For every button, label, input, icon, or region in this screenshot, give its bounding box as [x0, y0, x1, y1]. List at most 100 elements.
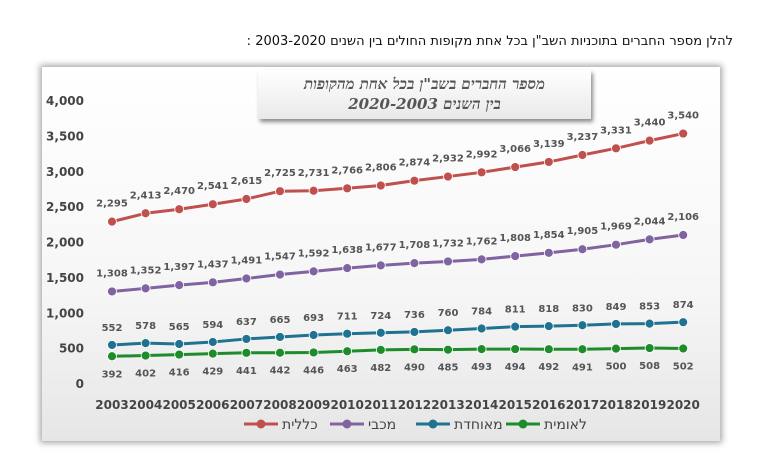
data-point	[409, 327, 420, 337]
data-point	[308, 347, 319, 358]
data-point	[644, 318, 655, 329]
data-label: 1,437	[197, 259, 229, 270]
data-point	[275, 332, 285, 342]
y-tick-label: 2,000	[46, 236, 84, 250]
data-label: 1,397	[163, 262, 195, 273]
data-label: 441	[236, 366, 257, 377]
data-label: 811	[505, 305, 526, 316]
data-point	[207, 348, 218, 359]
data-point	[207, 199, 218, 210]
data-point	[611, 319, 621, 329]
y-tick-label: 500	[59, 342, 84, 356]
data-point	[678, 343, 689, 354]
data-point	[207, 337, 218, 347]
data-point	[107, 216, 117, 227]
data-label: 552	[102, 323, 123, 334]
data-label: 3,237	[567, 132, 599, 143]
data-label: 492	[538, 362, 559, 373]
legend-marker	[342, 419, 352, 429]
data-point	[543, 344, 554, 355]
data-label: 463	[337, 364, 358, 375]
data-point	[577, 320, 588, 331]
data-label: 1,762	[466, 236, 498, 247]
data-label: 1,854	[533, 230, 565, 241]
data-label: 1,638	[331, 245, 363, 256]
data-label: 494	[505, 362, 526, 373]
data-label: 711	[337, 312, 358, 323]
data-point	[543, 157, 554, 167]
data-point	[241, 347, 252, 358]
data-label: 2,992	[466, 149, 498, 160]
data-point	[275, 186, 285, 197]
data-point	[140, 283, 151, 294]
data-point	[577, 344, 588, 355]
x-tick-label: 2010	[330, 398, 363, 412]
x-tick-label: 2014	[465, 398, 498, 412]
data-point	[409, 258, 420, 269]
data-point	[140, 208, 151, 219]
data-label: 416	[169, 368, 190, 379]
legend-marker	[428, 419, 438, 429]
x-tick-label: 2004	[129, 398, 162, 412]
data-label: 3,139	[533, 139, 565, 150]
data-label: 1,352	[130, 265, 162, 276]
data-label: 637	[236, 317, 257, 328]
data-label: 736	[404, 310, 425, 321]
data-label: 3,540	[667, 111, 699, 122]
data-label: 2,615	[231, 176, 263, 187]
chart-title-line1: מספר החברים בשב"ן בכל אחת מהקופות	[304, 75, 545, 93]
series-line	[111, 233, 684, 293]
data-label: 490	[404, 362, 425, 373]
legend-label: מכבי	[368, 417, 396, 433]
data-label: 2,106	[667, 212, 699, 223]
data-point	[476, 323, 487, 334]
x-tick-label: 2018	[599, 398, 632, 412]
data-label: 849	[606, 302, 627, 313]
data-point	[476, 167, 487, 178]
data-point	[174, 204, 185, 215]
data-point	[375, 180, 386, 191]
data-label: 485	[438, 363, 459, 374]
chart-title-line2: בין השנים 2020-2003	[348, 95, 501, 113]
x-tick-label: 2015	[498, 398, 531, 412]
data-label: 442	[270, 366, 291, 377]
data-point	[409, 175, 420, 186]
legend-label: לאומית	[544, 417, 587, 433]
page-heading: להלן מספר החברים בתוכניות השב"ן בכל אחת …	[246, 34, 733, 49]
data-point	[241, 334, 252, 344]
data-point	[342, 346, 353, 357]
data-label: 2,295	[96, 199, 128, 210]
x-tick-label: 2012	[398, 398, 431, 412]
legend-label: כללית	[282, 417, 318, 433]
data-point	[375, 327, 386, 338]
legend-marker	[256, 419, 266, 429]
data-label: 830	[572, 303, 593, 314]
x-tick-label: 2019	[633, 398, 666, 412]
data-label: 2,874	[399, 158, 431, 169]
data-point	[140, 350, 151, 361]
data-label: 500	[606, 362, 627, 373]
data-point	[174, 280, 185, 291]
x-tick-label: 2003	[95, 398, 128, 412]
data-label: 784	[471, 307, 492, 318]
data-point	[375, 260, 386, 271]
data-label: 2,932	[432, 154, 464, 165]
legend-marker	[518, 419, 528, 429]
data-label: 2,541	[197, 181, 229, 192]
data-point	[207, 277, 218, 288]
data-point	[611, 343, 621, 354]
data-point	[443, 344, 453, 355]
x-tick-label: 2005	[162, 398, 195, 412]
x-tick-label: 2006	[196, 398, 229, 412]
data-point	[241, 273, 252, 284]
data-label: 818	[538, 304, 559, 315]
y-tick-label: 3,000	[46, 165, 84, 179]
data-label: 2,044	[634, 216, 666, 227]
data-point	[409, 344, 420, 355]
series-line	[111, 346, 684, 358]
data-point	[375, 344, 386, 355]
data-point	[644, 234, 655, 245]
data-label: 3,331	[600, 125, 632, 136]
data-label: 2,806	[365, 162, 397, 173]
data-label: 1,808	[499, 233, 531, 244]
